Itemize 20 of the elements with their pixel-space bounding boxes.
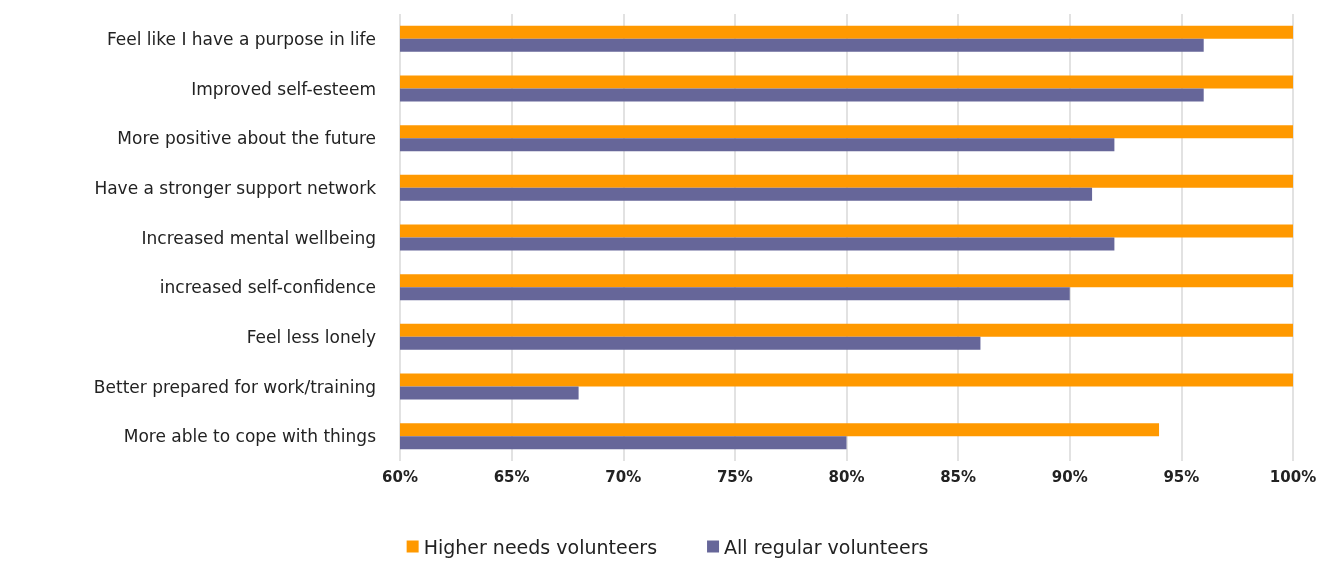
y-tick-label: Increased mental wellbeing xyxy=(141,227,376,248)
x-tick-label: 100% xyxy=(1269,467,1317,486)
y-tick-label: Better prepared for work/training xyxy=(93,376,376,397)
y-tick-label: More positive about the future xyxy=(117,128,376,149)
y-tick-label: Have a stronger support network xyxy=(94,177,377,198)
x-tick-label: 85% xyxy=(940,467,977,486)
x-tick-label: 70% xyxy=(605,467,642,486)
y-tick-label: increased self-confidence xyxy=(159,277,376,298)
x-tick-label: 60% xyxy=(382,467,418,486)
x-tick-label: 95% xyxy=(1163,467,1200,486)
x-tick-label: 75% xyxy=(716,467,753,486)
y-tick-label: Feel less lonely xyxy=(246,326,376,347)
legend-label: All regular volunteers xyxy=(724,535,929,558)
y-tick-label: Improved self-esteem xyxy=(191,78,376,99)
x-tick-label: 65% xyxy=(493,467,530,486)
legend-label: Higher needs volunteers xyxy=(423,535,658,558)
y-tick-label: More able to cope with things xyxy=(123,426,377,447)
x-tick-label: 80% xyxy=(828,467,865,486)
y-tick-label: Feel like I have a purpose in life xyxy=(106,28,376,49)
x-tick-label: 90% xyxy=(1051,467,1088,486)
